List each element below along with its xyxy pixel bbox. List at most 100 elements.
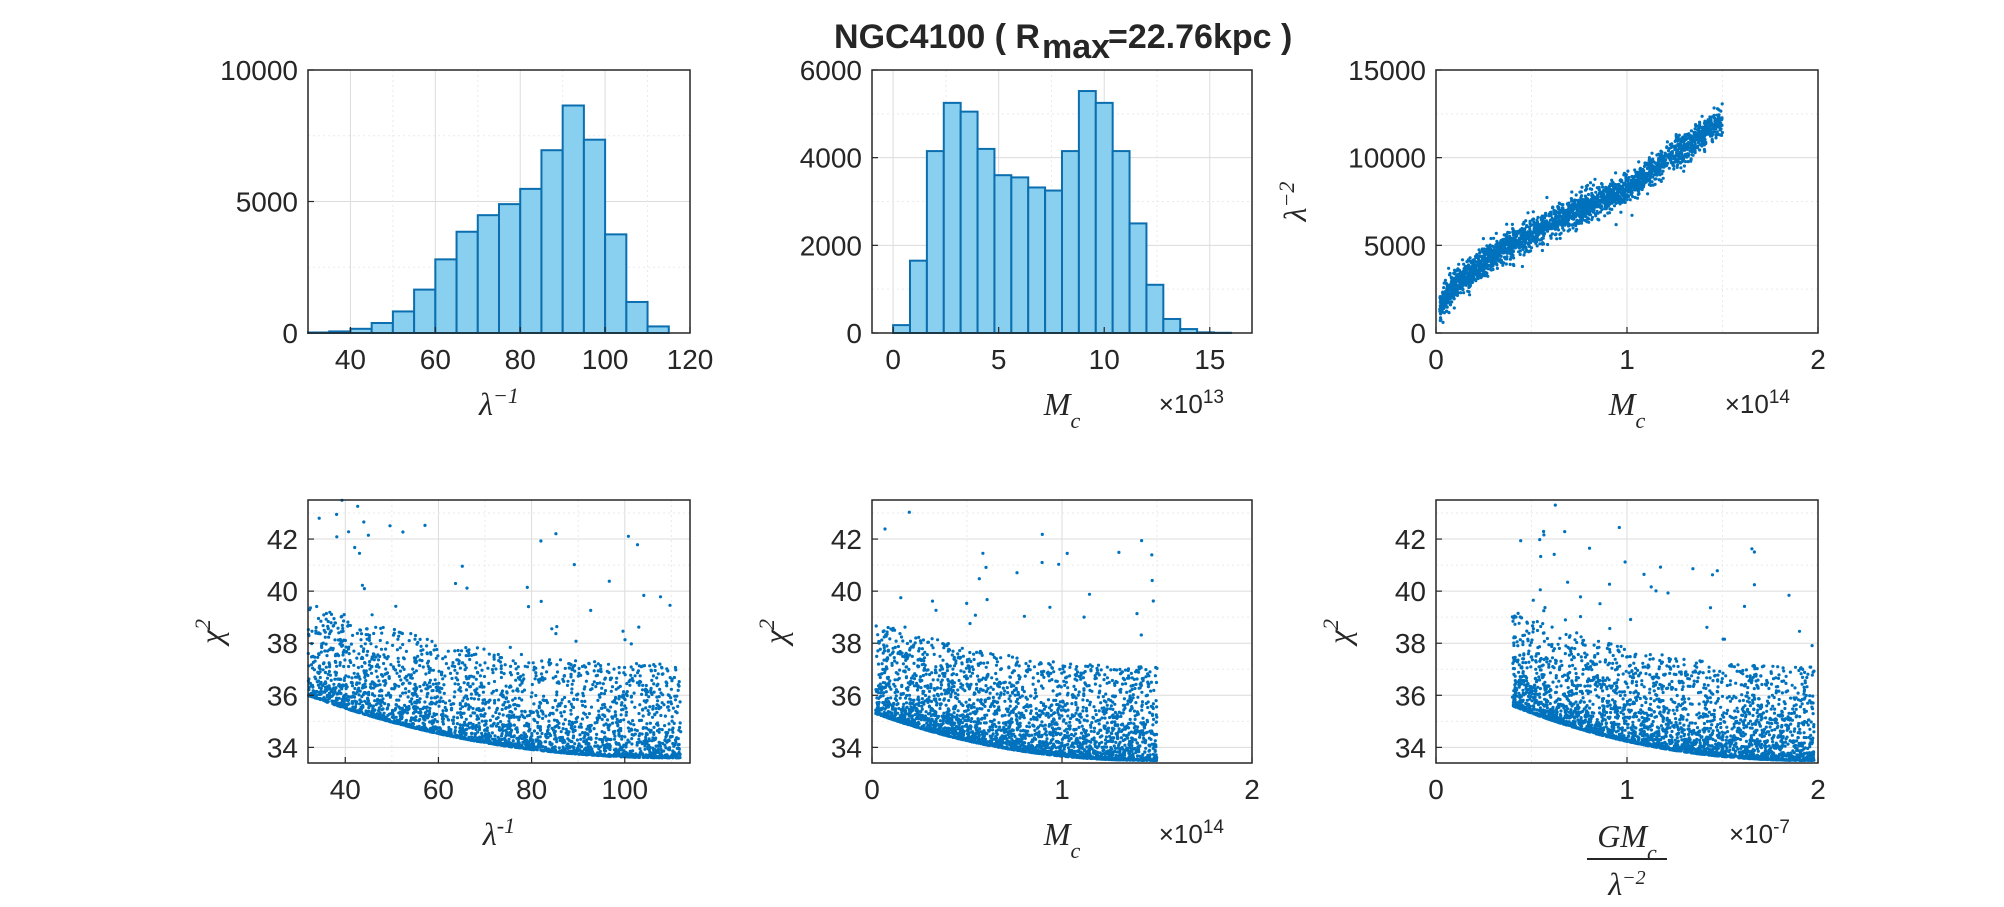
scatter-point — [462, 711, 466, 715]
histogram-bar — [1061, 150, 1080, 334]
scatter-point — [360, 664, 364, 669]
scatter-point — [395, 648, 399, 652]
scatter-point — [337, 631, 341, 635]
scatter-point — [347, 652, 351, 656]
scatter-point — [407, 689, 411, 694]
scatter-point — [453, 649, 457, 653]
data-layer — [1438, 102, 1724, 324]
scatter-point — [353, 686, 357, 691]
scatter-point — [1596, 195, 1600, 199]
scatter-point — [433, 678, 437, 682]
scatter-point — [508, 645, 512, 650]
scatter-point — [603, 705, 607, 710]
scatter-point — [320, 642, 324, 646]
scatter-point — [1661, 169, 1665, 173]
scatter-point — [448, 671, 453, 676]
scatter-point — [1548, 225, 1552, 229]
scatter-point — [321, 668, 325, 672]
y-tick-label: 0 — [1410, 318, 1426, 349]
scatter-point — [1529, 246, 1534, 250]
scatter-point — [1515, 230, 1519, 234]
scatter-point — [563, 666, 567, 671]
scatter-point — [318, 675, 322, 680]
scatter-point — [1658, 169, 1662, 173]
scatter-point — [328, 632, 332, 636]
histogram-bar — [455, 230, 479, 334]
scatter-point — [1580, 185, 1584, 189]
scatter-point — [1609, 183, 1613, 187]
scatter-point — [458, 723, 462, 727]
scatter-point — [316, 616, 321, 621]
scatter-point — [1554, 218, 1558, 222]
scatter-point — [1586, 192, 1591, 197]
scatter-point — [1468, 268, 1472, 272]
scatter-point — [491, 714, 495, 718]
axis-exponent: ×1013 — [1159, 387, 1224, 420]
scatter-point — [1480, 247, 1484, 251]
scatter-point — [561, 727, 565, 731]
scatter-point — [621, 629, 625, 633]
x-tick-label: 0 — [1428, 344, 1444, 375]
scatter-point — [1678, 160, 1682, 164]
scatter-point — [1691, 139, 1695, 143]
scatter-point — [619, 703, 624, 707]
scatter-point — [1712, 106, 1716, 110]
histogram-bar — [1128, 222, 1148, 335]
scatter-point — [1558, 232, 1562, 236]
scatter-point — [574, 659, 578, 663]
scatter-point — [1562, 220, 1566, 225]
scatter-point — [569, 712, 573, 716]
scatter-point — [396, 637, 400, 641]
scatter-point — [1501, 251, 1505, 255]
y-tick-label: 2000 — [800, 230, 862, 261]
scatter-point — [392, 631, 396, 635]
scatter-point — [439, 673, 444, 677]
scatter-point — [331, 702, 335, 706]
scatter-point — [1447, 311, 1451, 315]
histogram-bar — [370, 322, 394, 335]
scatter-point — [481, 690, 485, 694]
scatter-point — [359, 638, 363, 642]
scatter-point — [1650, 163, 1654, 167]
y-tick-label: 5000 — [236, 187, 298, 218]
scatter-point — [374, 625, 378, 629]
scatter-point — [483, 661, 487, 665]
scatter-point — [475, 661, 479, 665]
scatter-point — [644, 683, 648, 688]
scatter-point — [511, 659, 515, 663]
scatter-point — [1652, 166, 1656, 170]
scatter-point — [478, 674, 482, 678]
scatter-point — [1691, 144, 1696, 148]
scatter-point — [1510, 243, 1514, 247]
scatter-point — [1508, 234, 1512, 238]
scatter-point — [667, 708, 671, 712]
scatter-point — [641, 683, 645, 688]
scatter-point — [378, 654, 382, 659]
scatter-point — [501, 713, 505, 717]
scatter-point — [416, 654, 420, 658]
scatter-point — [620, 737, 624, 741]
scatter-point — [555, 663, 559, 667]
scatter-point — [1533, 229, 1537, 233]
scatter-point — [316, 679, 321, 683]
scatter-point — [1462, 262, 1466, 266]
scatter-point — [575, 697, 579, 702]
scatter-point — [1479, 261, 1483, 265]
scatter-point — [1522, 231, 1527, 235]
scatter-point — [1614, 223, 1618, 227]
scatter-point — [652, 690, 656, 694]
scatter-point — [603, 746, 607, 750]
scatter-point — [1472, 277, 1477, 281]
scatter-point — [581, 731, 585, 735]
scatter-point — [327, 684, 331, 688]
scatter-point — [353, 545, 357, 550]
scatter-point — [360, 695, 364, 699]
scatter-point — [626, 534, 631, 538]
scatter-point — [1490, 244, 1495, 248]
scatter-point — [1473, 269, 1477, 273]
scatter-point — [1669, 157, 1673, 161]
scatter-point — [480, 719, 484, 723]
scatter-point — [495, 688, 499, 693]
scatter-point — [1540, 224, 1544, 228]
